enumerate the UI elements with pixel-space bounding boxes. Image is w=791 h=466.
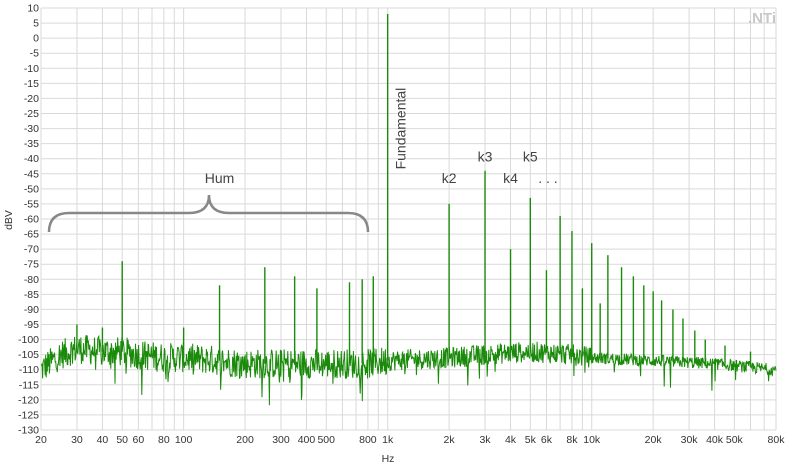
annotation-label: k3	[478, 149, 493, 165]
y-tick-label: -105	[18, 349, 39, 361]
noise-floor-line	[40, 334, 777, 406]
y-tick-label: 10	[27, 3, 39, 15]
x-tick-label: 1k	[382, 434, 394, 446]
x-tick-label: 30k	[681, 434, 699, 446]
y-tick-label: -100	[18, 334, 39, 346]
y-tick-label: -40	[24, 153, 39, 165]
y-tick-label: -90	[24, 304, 39, 316]
y-tick-label: -30	[24, 123, 39, 135]
x-tick-label: 20	[35, 434, 47, 446]
x-tick-labels: 20 30 40 50 60 80 100 200 300 400 500 800 1k 2k 3k 4k 5k…	[35, 434, 785, 446]
y-tick-label: -10	[24, 63, 39, 75]
y-tick-label: -25	[24, 108, 39, 120]
x-tick-label: 60	[133, 434, 145, 446]
x-tick-label: 300	[272, 434, 290, 446]
y-tick-label: -70	[24, 244, 39, 256]
y-tick-label: -125	[18, 409, 39, 421]
y-tick-labels: 10 5 0 -5 -10 -15 -20 -25 -30 -35 -40 -45 -50 -55 -60 -…	[18, 3, 39, 437]
y-tick-label: -130	[18, 425, 39, 437]
y-tick-label: 0	[33, 33, 39, 45]
y-tick-label: -20	[24, 93, 39, 105]
annotation-label: k4	[503, 170, 518, 186]
spectrum-trace	[40, 14, 777, 406]
logo: .NTi	[748, 10, 776, 27]
y-tick-label: -85	[24, 289, 39, 301]
y-tick-label: -50	[24, 183, 39, 195]
x-tick-label: 40	[97, 434, 109, 446]
x-tick-label: 4k	[505, 434, 517, 446]
x-tick-label: 10k	[583, 434, 601, 446]
hum-brace	[47, 194, 370, 233]
y-tick-label: -60	[24, 214, 39, 226]
x-tick-label: 500	[317, 434, 335, 446]
x-tick-label: 2k	[444, 434, 456, 446]
x-tick-label: 50	[116, 434, 128, 446]
x-tick-label: 6k	[541, 434, 553, 446]
y-tick-label: 5	[33, 18, 39, 30]
x-tick-label: 5k	[525, 434, 537, 446]
y-tick-label: -5	[30, 48, 39, 60]
x-tick-label: 200	[236, 434, 254, 446]
annotation-label: k2	[442, 170, 457, 186]
x-tick-label: 50k	[726, 434, 744, 446]
y-tick-label: -95	[24, 319, 39, 331]
y-tick-label: -35	[24, 138, 39, 150]
x-tick-label: 800	[359, 434, 377, 446]
annotations: Hum k2 k3 k4 k5. . . Fundamental	[47, 88, 558, 233]
y-tick-label: -115	[19, 379, 39, 391]
x-tick-label: 100	[175, 434, 193, 446]
x-tick-label: 3k	[479, 434, 491, 446]
x-axis-label: Hz	[382, 453, 395, 465]
x-tick-label: 30	[71, 434, 83, 446]
y-tick-label: -120	[18, 394, 39, 406]
x-tick-label: 8k	[566, 434, 578, 446]
y-tick-label: -65	[24, 229, 39, 241]
y-tick-label: -80	[24, 274, 39, 286]
y-tick-label: -55	[24, 198, 39, 210]
y-tick-label: -110	[19, 364, 39, 376]
x-tick-label: 40k	[706, 434, 724, 446]
fundamental-label: Fundamental	[393, 88, 409, 170]
y-grid	[41, 7, 776, 431]
x-tick-label: 20k	[645, 434, 663, 446]
x-tick-label: 80	[158, 434, 170, 446]
x-tick-label: 80k	[768, 434, 786, 446]
annotation-label: Hum	[205, 170, 235, 186]
x-tick-label: 400	[298, 434, 316, 446]
y-tick-label: -75	[24, 259, 39, 271]
y-axis-label: dBV	[3, 210, 15, 230]
annotation-label: k5	[523, 149, 538, 165]
y-tick-label: -45	[24, 168, 39, 180]
annotation-label: . . .	[538, 170, 557, 186]
y-tick-label: -15	[24, 78, 39, 90]
